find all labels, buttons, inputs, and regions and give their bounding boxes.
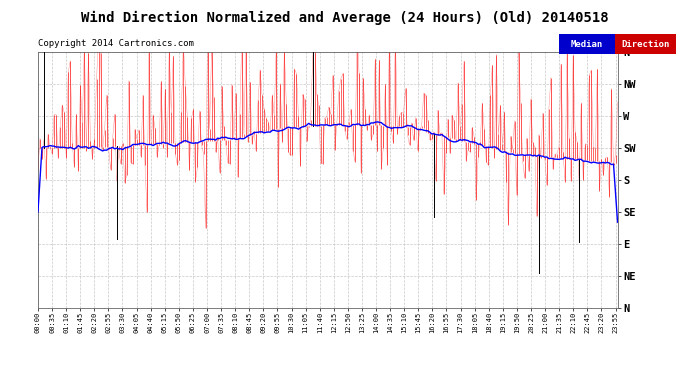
Text: Median: Median: [571, 40, 603, 49]
Text: Direction: Direction: [622, 40, 670, 49]
Text: Wind Direction Normalized and Average (24 Hours) (Old) 20140518: Wind Direction Normalized and Average (2…: [81, 11, 609, 26]
Text: Copyright 2014 Cartronics.com: Copyright 2014 Cartronics.com: [38, 39, 194, 48]
FancyBboxPatch shape: [615, 34, 676, 54]
FancyBboxPatch shape: [559, 34, 615, 54]
